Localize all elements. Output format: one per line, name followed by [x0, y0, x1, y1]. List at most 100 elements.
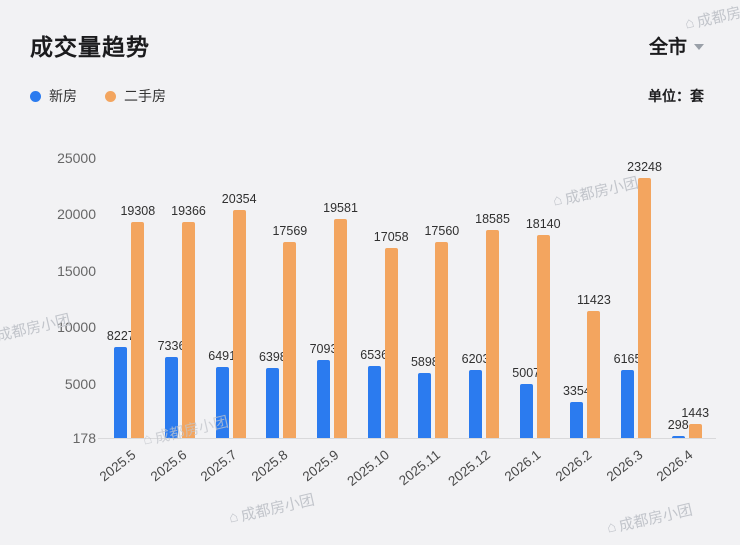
y-tick-label: 20000: [57, 206, 96, 223]
bar-resale: 17560: [424, 224, 459, 438]
bar-value-label: 17058: [373, 229, 409, 244]
bar-value-label: 6203: [461, 352, 490, 367]
bar-resale: 17058: [374, 230, 409, 438]
watermark: ⌂成都房小团: [141, 410, 231, 450]
bar-group: 298 1443 2026.4: [654, 158, 712, 485]
watermark-text: 成都房小团: [0, 311, 73, 345]
bar-resale: 19308: [120, 204, 155, 438]
bar-resale: 23248: [627, 160, 662, 438]
bar-value-label: 5898: [410, 355, 439, 370]
bar-value-label: 3354: [562, 384, 591, 399]
x-axis-label: 2025.6: [147, 447, 190, 485]
bar-value-label: 11423: [576, 293, 611, 308]
bar-value-label: 7336: [157, 339, 186, 354]
legend: 新房 二手房: [30, 86, 166, 106]
bar-group: 6491 20354 2025.7: [198, 158, 257, 484]
house-logo-icon: ⌂: [551, 190, 564, 210]
bar-resale: 18140: [526, 217, 561, 438]
watermark-text: 成都房小团: [239, 491, 317, 525]
legend-row: 新房 二手房 单位：套: [0, 62, 740, 106]
watermark: ⌂成都房小团: [551, 171, 641, 211]
bottom-strip: [0, 545, 740, 555]
bar-new-home: 5898: [411, 355, 439, 438]
watermark-text: 成都房小团: [617, 501, 695, 535]
bar-value-label: 1443: [681, 405, 710, 420]
bar-value-label: 5007: [512, 365, 541, 380]
bar-value-label: 20354: [221, 192, 257, 207]
bar-value-label: 6398: [258, 349, 287, 364]
bar-resale: 19366: [171, 204, 206, 438]
bar-resale: 18585: [475, 212, 510, 438]
page-title: 成交量趋势: [30, 34, 150, 60]
bar-group: 7336 19366 2025.6: [147, 158, 206, 485]
region-selector[interactable]: 全市: [649, 32, 704, 59]
watermark: ⌂成都房小团: [605, 498, 695, 538]
bar-group: 5898 17560 2025.11: [396, 158, 460, 488]
house-logo-icon: ⌂: [605, 517, 618, 537]
bar-new-home: 3354: [563, 384, 591, 438]
bar-value-label: 23248: [627, 159, 662, 174]
x-axis-label: 2026.1: [502, 447, 544, 485]
bar-value-label: 7093: [309, 342, 338, 356]
house-logo-icon: ⌂: [227, 507, 240, 527]
bar-group: 7093 19581 2025.9: [299, 158, 358, 484]
y-tick-label: 178: [72, 430, 96, 446]
bar-value-label: 18585: [475, 212, 510, 227]
y-tick-label: 10000: [57, 319, 96, 336]
watermark-text: 成都房小团: [563, 174, 641, 208]
bar-new-home: 5007: [512, 366, 540, 438]
x-axis-label: 2025.11: [395, 447, 443, 489]
watermark-text: 成都房小团: [153, 413, 231, 447]
bar-value-label: 18140: [525, 217, 561, 232]
bar-group: 5007 18140 2026.1: [502, 158, 561, 484]
x-axis-label: 2026.2: [552, 447, 595, 485]
chevron-down-icon: [694, 43, 704, 50]
bar-value-label: 8227: [106, 329, 135, 344]
unit-label: 单位：套: [648, 88, 704, 104]
bar-groups: 8227 19308 2025.5 7336 19366 2025.6 6491 20354 2…: [97, 158, 712, 489]
legend-label-new-home: 新房: [49, 88, 77, 104]
bar-new-home: 298: [668, 418, 689, 438]
x-axis-label: 2026.4: [654, 447, 696, 485]
x-axis-label: 2025.7: [198, 447, 240, 485]
bar-value-label: 19366: [171, 203, 206, 218]
bar-group: 3354 11423 2026.2: [553, 158, 611, 484]
bar-value-label: 17569: [272, 223, 308, 238]
x-axis-label: 2025.8: [248, 447, 291, 485]
y-tick-label: 15000: [57, 262, 96, 279]
bar-value-label: 6165: [613, 352, 642, 367]
bar-new-home: 6491: [208, 349, 236, 438]
watermark: ⌂成都房小团: [0, 308, 72, 348]
bar-group: 6398 17569 2025.8: [249, 158, 308, 484]
legend-item-new-home[interactable]: 新房: [30, 86, 77, 106]
bar-group: 8227 19308 2025.5: [97, 158, 155, 484]
bar-new-home: 7093: [310, 342, 337, 438]
bar-value-label: 17560: [424, 223, 460, 238]
house-logo-icon: ⌂: [141, 429, 154, 449]
bar-new-home: 6398: [259, 350, 287, 438]
bar-group: 6165 23248 2026.3: [604, 158, 662, 484]
bar-group: 6203 18585 2025.12: [446, 158, 510, 488]
bar-value-label: 298: [667, 418, 689, 432]
bar-value-label: 6491: [208, 348, 237, 363]
bar-new-home: 6536: [360, 348, 388, 438]
x-axis-label: 2025.9: [299, 447, 342, 485]
x-axis-label: 2025.12: [445, 447, 494, 489]
bar-resale: 1443: [681, 406, 709, 438]
legend-item-resale[interactable]: 二手房: [105, 86, 166, 106]
bar-new-home: 6165: [614, 352, 641, 438]
legend-dot-resale: [105, 90, 116, 102]
bar-value-label: 19581: [323, 201, 358, 216]
y-tick-label: 5000: [64, 375, 96, 392]
header: 成交量趋势 全市: [0, 0, 740, 62]
legend-dot-new-home: [30, 90, 41, 102]
bar-new-home: 6203: [462, 352, 489, 438]
bar-resale: 20354: [222, 192, 257, 438]
bar-resale: 19581: [323, 201, 358, 438]
x-axis-label: 2025.5: [96, 447, 139, 485]
bar-value-label: 6536: [360, 348, 389, 363]
bar-new-home: 7336: [158, 339, 185, 438]
x-axis-line: [98, 438, 716, 439]
x-axis-label: 2026.3: [603, 447, 646, 485]
bar-resale: 11423: [577, 293, 611, 438]
